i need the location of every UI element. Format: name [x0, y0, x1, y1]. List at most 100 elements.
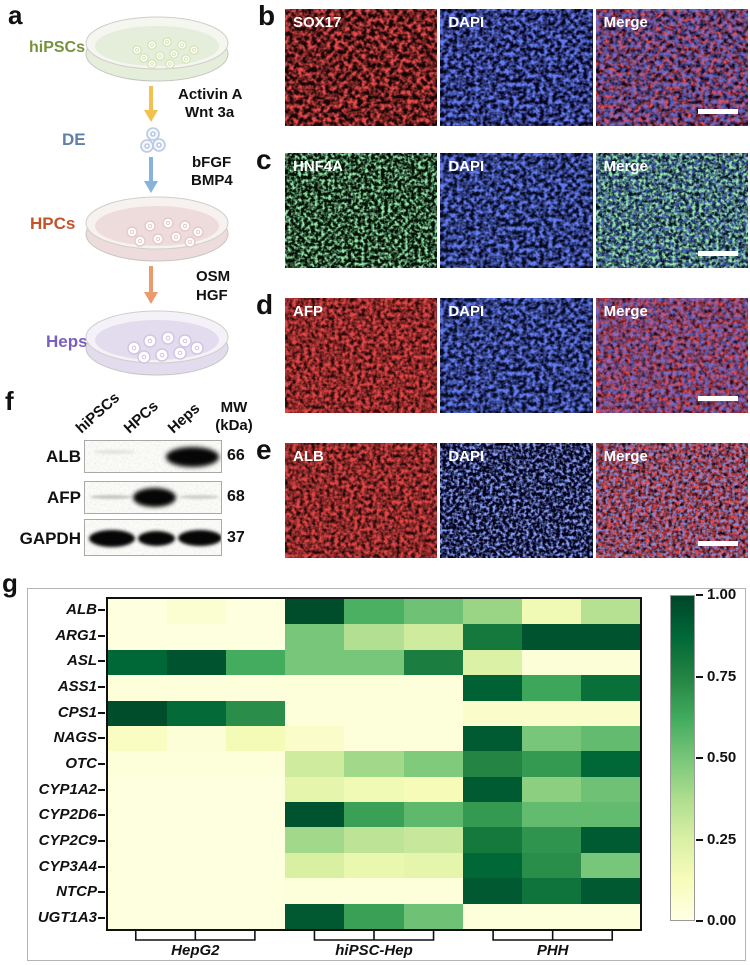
- panel-c-letter: c: [256, 144, 272, 175]
- heatmap-cell: [521, 751, 581, 777]
- heatmap-cell: [226, 903, 286, 929]
- mw-header: MW: [220, 399, 248, 416]
- heatmap-cell: [403, 903, 463, 929]
- heatmap-cell: [285, 776, 345, 803]
- heatmap-cell: [167, 675, 227, 701]
- heatmap-cell: [580, 751, 640, 777]
- de-cell-cluster-icon: [140, 127, 166, 153]
- heatmap-cell: [167, 725, 227, 752]
- heatmap-cell: [108, 852, 168, 879]
- colorbar-tick-label: 0.50: [707, 749, 737, 766]
- group-label-hipsc-hep: hiPSC-Hep: [335, 942, 413, 959]
- heatmap-row-tick: [98, 763, 105, 765]
- heatmap-cell: [580, 852, 640, 879]
- heatmap-cell: [108, 878, 168, 904]
- heatmap-cell: [108, 675, 168, 701]
- heatmap-row-tick: [98, 634, 105, 637]
- lane-label-heps: Heps: [164, 399, 204, 437]
- heatmap-cell: [344, 725, 404, 752]
- colorbar-tick: [696, 757, 703, 759]
- heatmap-cell: [521, 776, 581, 803]
- heatmap-cell: [344, 624, 404, 650]
- stage-label-de: DE: [62, 130, 86, 149]
- micrograph-hnf4a: HNF4A: [285, 153, 438, 268]
- heatmap-row-tick: [98, 711, 105, 714]
- heatmap-cell: [580, 903, 640, 929]
- group-bracket: [134, 931, 256, 941]
- micrograph-d-merge: Merge: [595, 298, 748, 413]
- micrograph-b-merge: Merge: [595, 9, 748, 126]
- arrow-activin-wnt: [144, 86, 158, 122]
- micrograph-label: Merge: [603, 448, 648, 465]
- micrograph-label: AFP: [293, 303, 323, 320]
- heatmap-cell: [167, 599, 227, 625]
- heatmap-cell: [226, 725, 286, 752]
- heatmap-cell: [462, 675, 522, 701]
- micrograph-e-merge: Merge: [595, 443, 748, 558]
- heatmap-cell: [226, 878, 286, 904]
- heatmap-row-label: NTCP: [56, 883, 97, 901]
- heatmap-cell: [521, 827, 581, 853]
- heatmap-cell: [285, 751, 345, 777]
- colorbar-tick: [696, 920, 703, 922]
- heatmap-cell: [403, 725, 463, 752]
- micrograph-alb: ALB: [285, 443, 438, 558]
- heatmap-cell: [344, 903, 404, 929]
- heatmap-cell: [521, 675, 581, 701]
- micrograph-d-dapi: DAPI: [440, 298, 593, 413]
- blot-band: [166, 447, 219, 467]
- micrograph-c-dapi: DAPI: [440, 153, 593, 268]
- heatmap-cell: [285, 802, 345, 828]
- heatmap-row-tick: [98, 917, 105, 920]
- heatmap-cell: [521, 700, 581, 726]
- heatmap-cell: [462, 776, 522, 803]
- heatmap-cell: [108, 624, 168, 650]
- micrograph-afp: AFP: [285, 298, 438, 413]
- heatmap-row-label: ARG1: [55, 626, 97, 644]
- heatmap-cell: [108, 599, 168, 625]
- petri-dish-hpcs: [85, 196, 229, 262]
- heatmap-cell: [580, 624, 640, 650]
- blot-mw-alb: 66: [227, 447, 245, 464]
- heatmap-cell: [167, 751, 227, 777]
- heatmap-cell: [403, 802, 463, 828]
- heatmap-cell: [285, 649, 345, 676]
- heatmap-cell: [344, 827, 404, 853]
- heatmap-cell: [108, 827, 168, 853]
- heatmap-row-label: UGT1A3: [37, 909, 97, 927]
- heatmap-cell: [403, 827, 463, 853]
- panel-d-micrographs: AFP DAPI Merge: [285, 298, 748, 413]
- heatmap-cell: [462, 827, 522, 853]
- heatmap-cell: [462, 649, 522, 676]
- heatmap-row-tick: [98, 840, 105, 843]
- scale-bar: [697, 109, 738, 114]
- heatmap-cell: [403, 624, 463, 650]
- blot-protein-afp: AFP: [47, 488, 81, 507]
- heatmap-cell: [167, 649, 227, 676]
- scale-bar: [697, 541, 738, 546]
- heatmap-cell: [285, 725, 345, 752]
- heatmap-cell: [226, 827, 286, 853]
- heatmap-cell: [108, 649, 168, 676]
- heatmap-cell: [521, 599, 581, 625]
- arrow-bfgf-bmp4: [144, 157, 158, 193]
- heatmap-cell: [285, 624, 345, 650]
- heatmap-cell: [285, 700, 345, 726]
- heatmap-cell: [167, 700, 227, 726]
- heatmap-cell: [167, 852, 227, 879]
- heatmap-cell: [462, 700, 522, 726]
- arrow-osm-hgf: [144, 266, 158, 304]
- heatmap-cell: [403, 776, 463, 803]
- heatmap-cell: [462, 802, 522, 828]
- heatmap-cell: [344, 700, 404, 726]
- heatmap-row-label: ASS1: [57, 677, 97, 695]
- factor-label-activin-a: Activin A: [178, 86, 243, 103]
- panel-g-letter: g: [2, 568, 18, 598]
- heatmap-cell: [285, 675, 345, 701]
- stage-label-hpcs: HPCs: [30, 214, 76, 233]
- panel-c-micrographs: HNF4A DAPI Merge: [285, 153, 748, 268]
- heatmap-cell: [285, 903, 345, 929]
- heatmap-cell: [167, 624, 227, 650]
- stage-label-hipscs: hiPSCs: [28, 39, 85, 56]
- panel-a-letter: a: [8, 0, 23, 30]
